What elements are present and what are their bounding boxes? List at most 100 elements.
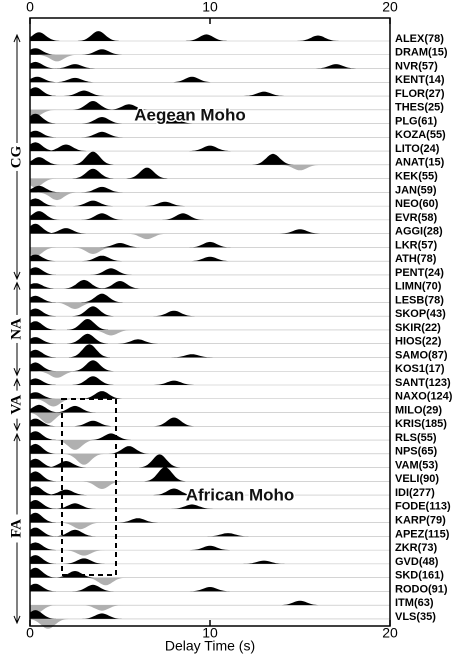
pulse — [30, 198, 56, 207]
pulse — [81, 131, 123, 138]
station-label: KOZA(55) — [395, 129, 446, 141]
pulse — [297, 35, 339, 41]
pulse — [144, 201, 186, 207]
x-tick-label: 20 — [382, 625, 398, 641]
pulse — [189, 145, 231, 152]
pulse — [99, 243, 141, 248]
pulse — [54, 405, 96, 413]
pulse — [30, 418, 56, 427]
pulse — [30, 431, 56, 441]
pulse — [30, 142, 56, 152]
pulse — [68, 344, 110, 358]
pulse — [36, 192, 78, 201]
station-label: IDI(277) — [395, 487, 435, 499]
station-label: HIOS(22) — [395, 336, 442, 348]
pulse — [279, 600, 321, 606]
pulse — [30, 362, 56, 372]
pulse — [30, 500, 56, 509]
pulse — [72, 247, 114, 254]
pulse — [36, 54, 78, 62]
pulse — [30, 458, 56, 468]
pulse — [207, 533, 249, 537]
pulse — [54, 64, 96, 69]
station-label: VAM(53) — [395, 459, 439, 471]
pulse — [63, 550, 105, 556]
pulse — [72, 200, 114, 207]
pulse — [72, 151, 114, 165]
pulse — [30, 48, 56, 55]
pulse — [30, 610, 56, 619]
station-label: SKD(161) — [395, 570, 444, 582]
pulse — [30, 583, 56, 592]
pulse — [77, 31, 119, 41]
pulse — [90, 329, 132, 336]
group-label: NA — [8, 318, 24, 340]
pulse — [81, 117, 123, 124]
pulse — [30, 283, 56, 289]
pulse — [36, 371, 78, 378]
highlight-box — [61, 398, 117, 576]
station-label: SAMO(87) — [395, 349, 448, 361]
pulse — [30, 392, 56, 399]
station-label: SANT(123) — [395, 377, 451, 389]
pulse — [171, 76, 213, 83]
pulse — [30, 32, 60, 41]
pulse — [72, 360, 114, 372]
pulse — [54, 302, 96, 309]
pulse — [30, 321, 56, 330]
pulse — [81, 605, 123, 611]
station-label: KENT(14) — [395, 74, 445, 86]
station-label: KARP(79) — [395, 515, 446, 527]
pulse — [30, 349, 56, 358]
arrow-head — [13, 33, 21, 43]
pulse — [117, 518, 159, 523]
pulse — [252, 153, 294, 165]
arrow-head — [13, 432, 21, 442]
x-tick-label: 0 — [26, 0, 34, 15]
station-label: NAXO(124) — [395, 391, 453, 403]
station-label: SKIR(22) — [395, 322, 441, 334]
group-label-bg — [9, 142, 25, 171]
station-label: PLG(61) — [395, 115, 438, 127]
pulse — [153, 310, 195, 317]
station-label: ATH(78) — [395, 253, 437, 265]
pulse — [45, 489, 87, 496]
pulse — [30, 308, 56, 317]
station-label: ZKR(73) — [395, 542, 438, 554]
pulse — [126, 233, 168, 240]
pulse — [30, 223, 56, 234]
station-label: NVR(57) — [395, 60, 438, 72]
station-label: MILO(29) — [395, 404, 442, 416]
station-label: GVD(48) — [395, 556, 439, 568]
pulse — [32, 398, 74, 407]
pulse — [185, 34, 227, 41]
station-label: NEO(60) — [395, 198, 439, 210]
pulse — [81, 255, 123, 262]
station-label: THES(25) — [395, 102, 444, 114]
pulse — [63, 453, 105, 465]
arrow-head — [13, 368, 21, 377]
pulse — [72, 168, 114, 179]
station-label: APEZ(115) — [395, 528, 450, 540]
pulse — [153, 119, 195, 124]
station-label: VLS(35) — [395, 611, 436, 623]
station-label: KRIS(185) — [395, 418, 447, 430]
pulse — [279, 229, 321, 234]
pulse — [72, 584, 114, 592]
pulse — [45, 461, 87, 468]
pulse — [30, 178, 56, 188]
pulse — [153, 380, 195, 385]
pulse — [30, 185, 60, 193]
pulse — [162, 213, 204, 220]
pulse — [30, 211, 60, 220]
station-label: FLOR(27) — [395, 88, 445, 100]
pulse — [81, 49, 123, 55]
group-label-bg — [9, 314, 25, 343]
x-tick-label: 20 — [382, 0, 398, 15]
pulse — [108, 446, 150, 454]
station-label: LITO(24) — [395, 143, 440, 155]
pulse — [30, 267, 56, 275]
pulse — [30, 412, 69, 424]
pulse — [139, 454, 181, 468]
